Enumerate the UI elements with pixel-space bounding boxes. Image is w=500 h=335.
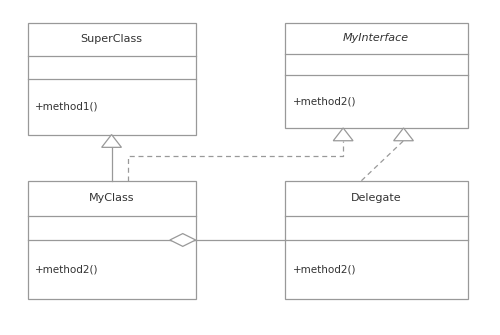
Polygon shape xyxy=(334,128,353,141)
Bar xyxy=(28,22,196,135)
Polygon shape xyxy=(394,128,413,141)
Text: +method2(): +method2() xyxy=(292,96,356,107)
Text: +method2(): +method2() xyxy=(292,265,356,275)
Text: Delegate: Delegate xyxy=(351,194,402,203)
Bar xyxy=(284,22,468,128)
Bar xyxy=(28,181,196,299)
Bar xyxy=(284,181,468,299)
Text: +method1(): +method1() xyxy=(36,102,99,112)
Text: SuperClass: SuperClass xyxy=(80,35,142,44)
Polygon shape xyxy=(170,233,196,246)
Polygon shape xyxy=(102,135,121,147)
Text: +method2(): +method2() xyxy=(36,265,99,275)
Text: MyInterface: MyInterface xyxy=(343,34,409,43)
Text: MyClass: MyClass xyxy=(89,194,134,203)
